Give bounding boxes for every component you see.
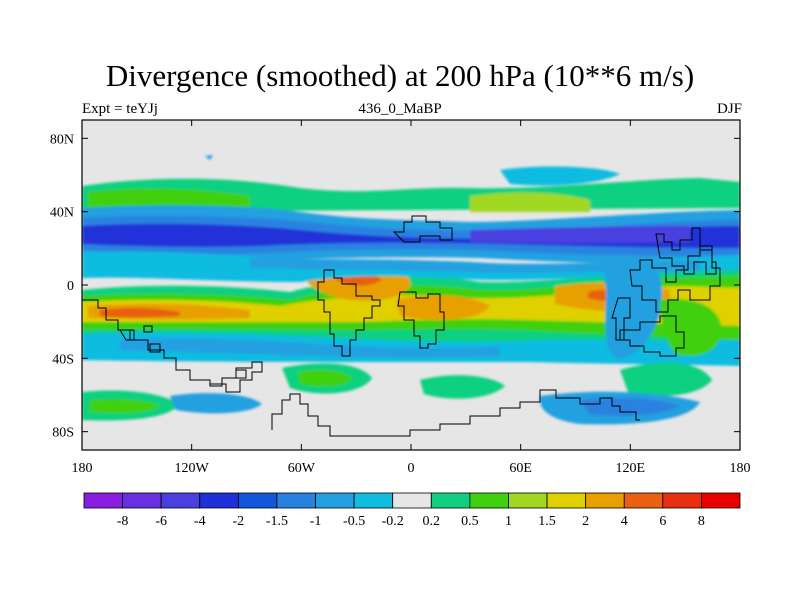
colorbar-swatch-11 xyxy=(508,492,548,509)
coastline-central-america xyxy=(82,299,263,393)
contour-sh-green-right xyxy=(420,375,505,399)
colorbar-label-13: 4 xyxy=(621,514,628,529)
colorbar-label-14: 6 xyxy=(659,514,666,529)
y-tick-label-0: 80N xyxy=(50,132,74,147)
y-tick-label-4: 80S xyxy=(52,426,74,441)
y-tick-label-3: 40S xyxy=(52,352,74,367)
experiment-label: Expt = teYJj xyxy=(82,101,158,117)
colorbar-swatch-4 xyxy=(237,492,278,509)
colorbar-label-7: -0.2 xyxy=(382,514,404,529)
colorbar: -8 -6 -4 -2 -1.5 -1 -0.5 -0.2 0.2 0.5 1 1.5 2 4 6 8 xyxy=(83,492,741,529)
colorbar-swatch-15 xyxy=(662,492,702,509)
colorbar-swatch-3 xyxy=(199,492,239,509)
colorbar-swatch-12 xyxy=(546,492,587,509)
axes: 180 120W 60W 0 60E 120E 180 80N 40N 0 40S 80S xyxy=(50,120,751,476)
colorbar-label-2: -4 xyxy=(194,514,206,529)
coastline-europe-asia xyxy=(392,215,453,243)
colorbar-label-9: 0.5 xyxy=(461,514,479,529)
y-tick-label-1: 40N xyxy=(50,206,74,221)
y-tick-label-2: 0 xyxy=(67,279,74,294)
colorbar-swatch-2 xyxy=(160,492,201,509)
coastline-south-america xyxy=(317,269,381,357)
x-tick-label-3: 0 xyxy=(408,461,415,476)
colorbar-label-12: 2 xyxy=(582,514,589,529)
experiment-id-label: 436_0_MaBP xyxy=(358,101,442,117)
colorbar-label-0: -8 xyxy=(117,514,129,529)
x-tick-label-5: 120E xyxy=(616,461,646,476)
coastline-pacific-islands xyxy=(119,325,161,353)
x-tick-label-1: 120W xyxy=(175,461,210,476)
season-label: DJF xyxy=(716,101,742,117)
x-tick-label-0: 180 xyxy=(72,461,93,476)
contour-150e-green-tongue xyxy=(660,299,722,356)
x-tick-label-6: 180 xyxy=(730,461,751,476)
colorbar-swatch-9 xyxy=(430,492,471,509)
coastline-asia-south xyxy=(629,245,721,313)
colorbar-label-15: 8 xyxy=(698,514,705,529)
colorbar-swatch-14 xyxy=(623,492,664,509)
contour-sh-blue-left xyxy=(170,393,262,414)
coastline-africa xyxy=(397,291,445,349)
coastline-antarctica xyxy=(271,389,640,437)
colorbar-label-6: -0.5 xyxy=(343,514,365,529)
colorbar-label-4: -1.5 xyxy=(266,514,288,529)
contour-arctic-blue-speck xyxy=(205,155,213,160)
coastline-antarctic-peninsula xyxy=(235,369,247,379)
coastlines xyxy=(82,215,721,437)
contour-nh-yellow-patch xyxy=(470,192,590,212)
colorbar-label-8: 0.2 xyxy=(423,514,441,529)
contour-sh-mid-band xyxy=(120,338,500,358)
colorbar-swatch-8 xyxy=(392,492,432,509)
contour-africa-orange-patch xyxy=(396,295,490,321)
colorbar-swatch-6 xyxy=(315,492,355,509)
contour-east-green-blob xyxy=(620,362,712,396)
x-tick-label-2: 60W xyxy=(288,461,316,476)
colorbar-label-10: 1 xyxy=(505,514,512,529)
coastline-australia xyxy=(619,315,685,357)
contour-nh-blue-blob-east xyxy=(500,166,620,186)
colorbar-swatch-5 xyxy=(276,492,316,509)
x-tick-label-4: 60E xyxy=(509,461,532,476)
contour-westerly-violet-core xyxy=(470,226,690,244)
colorbar-swatch-16 xyxy=(701,492,741,509)
colorbar-swatch-10 xyxy=(469,492,509,509)
contour-sh-deep-far-right xyxy=(580,398,680,416)
contour-pacific-red-patch xyxy=(100,307,180,318)
contour-120e-blue-tongue xyxy=(603,255,663,360)
contour-sh-lime-left xyxy=(90,399,160,414)
contour-sh-lime-mid xyxy=(298,370,352,387)
colorbar-label-3: -2 xyxy=(233,514,245,529)
colorbar-swatch-7 xyxy=(353,492,394,509)
colorbar-swatch-13 xyxy=(585,492,625,509)
colorbar-swatch-1 xyxy=(122,492,162,509)
colorbar-swatch-0 xyxy=(83,492,123,509)
colorbar-label-1: -6 xyxy=(155,514,167,529)
colorbar-label-5: -1 xyxy=(310,514,322,529)
chart-title: Divergence (smoothed) at 200 hPa (10**6 … xyxy=(105,58,695,93)
colorbar-label-11: 1.5 xyxy=(538,514,556,529)
contour-field xyxy=(82,120,740,450)
contour-tropical-mid-band xyxy=(250,258,700,273)
coastline-north-america xyxy=(655,227,717,275)
